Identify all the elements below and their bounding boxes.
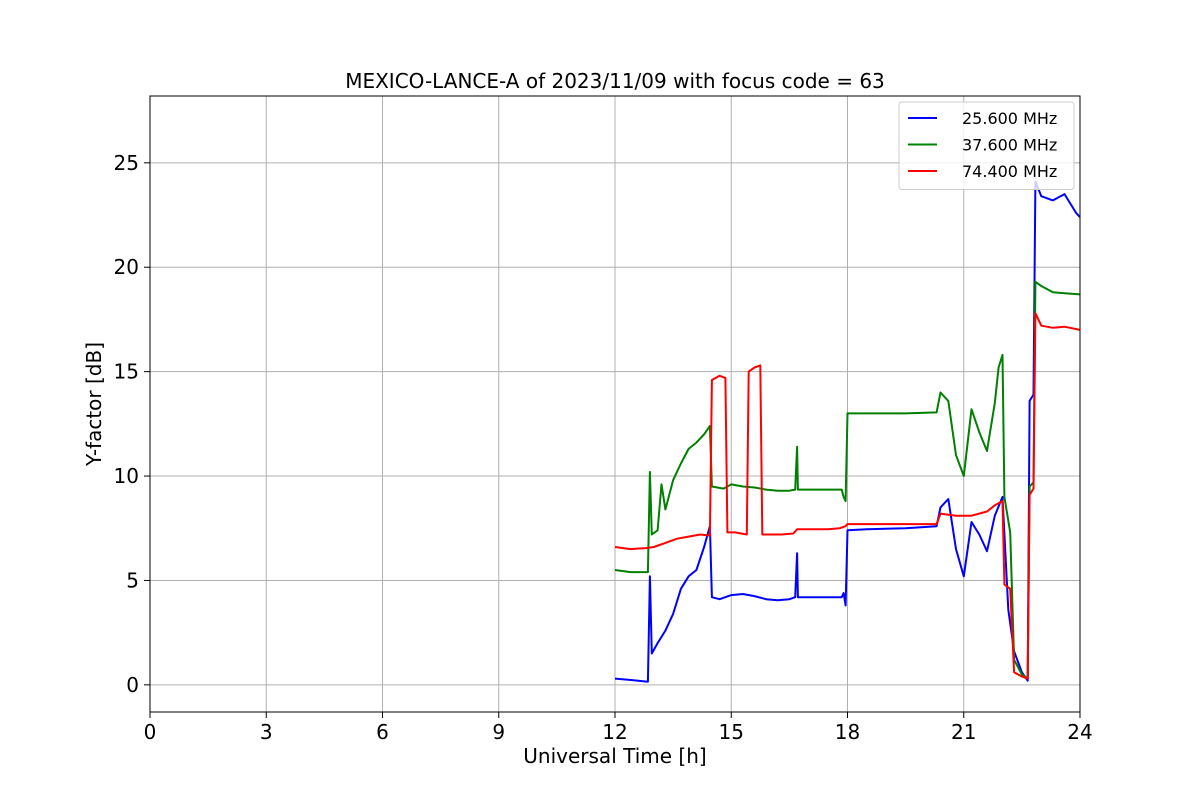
- y-tick-label: 15: [114, 360, 139, 384]
- y-tick-label: 0: [126, 673, 139, 697]
- axis-ticks: 0 3 6 9 12 15 18 21 24 0 5 10 15 20 25: [114, 151, 1093, 744]
- x-tick-label: 24: [1067, 720, 1092, 744]
- legend-box: [898, 101, 1075, 190]
- x-tick-label: 18: [835, 720, 860, 744]
- legend-label-1: 25.600 MHz: [962, 109, 1057, 128]
- chart-title: MEXICO-LANCE-A of 2023/11/09 with focus …: [345, 69, 885, 93]
- x-axis-label: Universal Time [h]: [523, 744, 706, 768]
- series-layer: [614, 180, 1081, 683]
- y-tick-label: 5: [126, 568, 139, 592]
- y-tick-label: 20: [114, 255, 139, 279]
- x-tick-label: 3: [260, 720, 273, 744]
- y-tick-label: 25: [114, 151, 139, 175]
- y-tick-label: 10: [114, 464, 139, 488]
- y-axis-label: Y-factor [dB]: [82, 342, 106, 467]
- legend-label-3: 74.400 MHz: [962, 162, 1057, 181]
- x-tick-label: 6: [376, 720, 389, 744]
- legend-label-2: 37.600 MHz: [962, 136, 1057, 155]
- x-tick-label: 15: [719, 720, 744, 744]
- x-tick-label: 0: [144, 720, 157, 744]
- legend: 25.600 MHz 37.600 MHz 74.400 MHz: [898, 101, 1075, 190]
- x-tick-label: 21: [951, 720, 976, 744]
- series-line-3: [614, 312, 1081, 680]
- x-tick-label: 12: [602, 720, 627, 744]
- x-tick-label: 9: [492, 720, 505, 744]
